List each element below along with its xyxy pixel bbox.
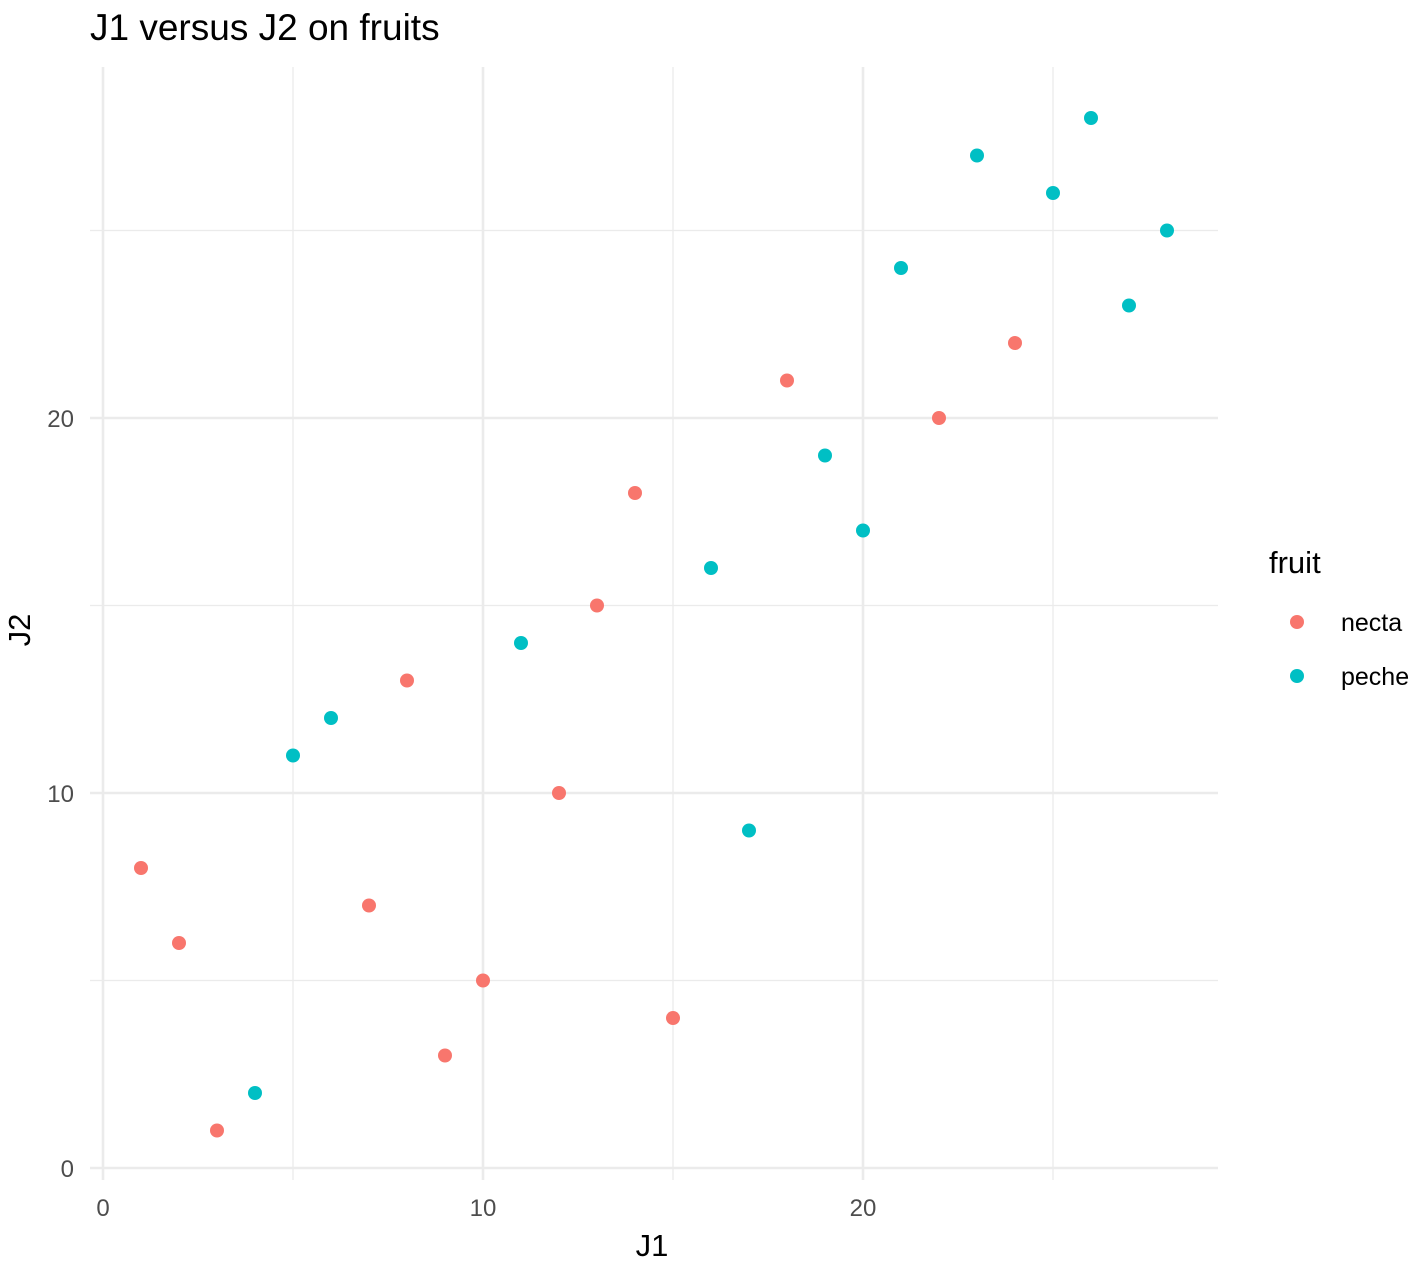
point-necta [628, 486, 642, 500]
point-peche [286, 748, 300, 763]
tick-labels: 0 10 20 0 10 20 [47, 406, 876, 1222]
point-necta [210, 1123, 224, 1138]
point-necta [134, 861, 148, 875]
point-peche [856, 523, 870, 538]
y-tick-label: 20 [47, 406, 74, 433]
point-necta [438, 1048, 452, 1063]
point-peche [248, 1086, 262, 1100]
legend: fruit necta peche [1269, 545, 1409, 691]
y-tick-label: 0 [61, 1156, 74, 1183]
y-tick-label: 10 [47, 781, 74, 808]
grid [90, 67, 1218, 1180]
legend-label-necta: necta [1341, 609, 1402, 637]
point-peche [818, 448, 832, 463]
point-necta [780, 373, 794, 388]
point-peche [1046, 186, 1060, 200]
point-peche [894, 261, 908, 275]
point-peche [1160, 223, 1174, 238]
point-necta [932, 411, 946, 425]
point-peche [970, 148, 984, 163]
point-peche [324, 711, 338, 725]
point-necta [172, 936, 186, 950]
data-points [134, 111, 1174, 1138]
point-necta [552, 786, 566, 800]
point-necta [590, 598, 604, 613]
point-peche [514, 636, 528, 650]
y-axis-title: J2 [2, 614, 37, 647]
legend-key-necta [1290, 615, 1304, 629]
point-necta [476, 973, 490, 988]
point-peche [1122, 298, 1136, 313]
legend-title: fruit [1269, 545, 1321, 580]
point-peche [1084, 111, 1098, 125]
point-necta [362, 898, 376, 913]
point-peche [704, 561, 718, 575]
point-peche [742, 823, 756, 838]
chart-title: J1 versus J2 on fruits [90, 7, 440, 48]
legend-key-peche [1290, 669, 1304, 683]
x-axis-title: J1 [636, 1228, 669, 1263]
x-tick-label: 20 [850, 1195, 877, 1222]
point-necta [400, 673, 414, 688]
legend-label-peche: peche [1341, 663, 1409, 691]
point-necta [666, 1011, 680, 1025]
x-tick-label: 10 [470, 1195, 497, 1222]
x-tick-label: 0 [96, 1195, 109, 1222]
point-necta [1008, 336, 1022, 350]
